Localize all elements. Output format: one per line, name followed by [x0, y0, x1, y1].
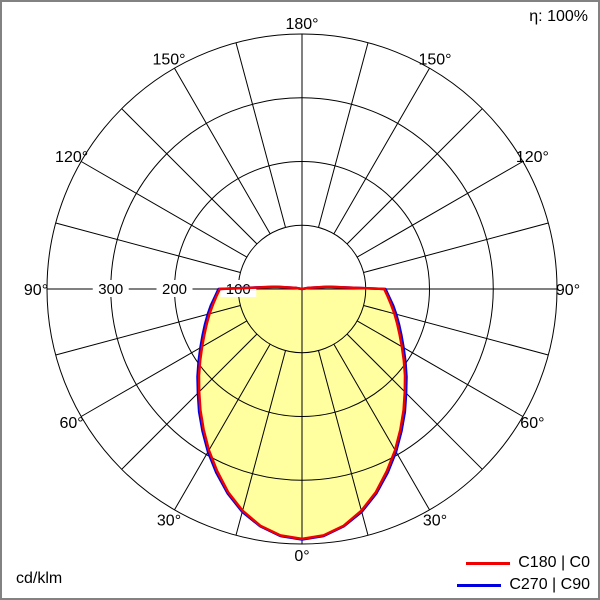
grid-radials: [55, 42, 549, 536]
curve-c180-c0: [197, 285, 407, 541]
legend-item-c180-c0: C180 | C0: [457, 554, 590, 572]
angle-label: 120°: [55, 149, 88, 166]
angle-label: 0°: [294, 548, 309, 565]
c180-c0-line-swatch: [466, 561, 511, 565]
angle-label: 30°: [157, 512, 181, 529]
efficiency-label: η: 100%: [529, 8, 588, 25]
legend-label: C180 | C0: [518, 554, 590, 571]
angle-label: 90°: [24, 282, 48, 299]
angle-label: 180°: [285, 16, 318, 33]
legend-item-c270-c90: C270 | C90: [457, 576, 590, 594]
angle-label: 60°: [59, 415, 83, 432]
radial-tick-label: 300: [98, 281, 123, 298]
angle-label: 60°: [520, 415, 544, 432]
angle-label: 150°: [152, 52, 185, 69]
c270-c90-line-swatch: [457, 583, 502, 587]
angle-label: 120°: [516, 149, 549, 166]
angle-label: 90°: [556, 282, 580, 299]
angle-label: 150°: [418, 52, 451, 69]
unit-label: cd/klm: [16, 570, 63, 587]
radial-tick-label: 200: [162, 281, 187, 298]
legend-label: C270 | C90: [509, 576, 590, 593]
angle-labels: 0° 30° 30° 60° 60° 90° 90° 120° 120° 150° 150° 180°: [24, 16, 580, 565]
legend: C180 | C0 C270 | C90: [457, 554, 590, 594]
angle-label: 30°: [423, 512, 447, 529]
